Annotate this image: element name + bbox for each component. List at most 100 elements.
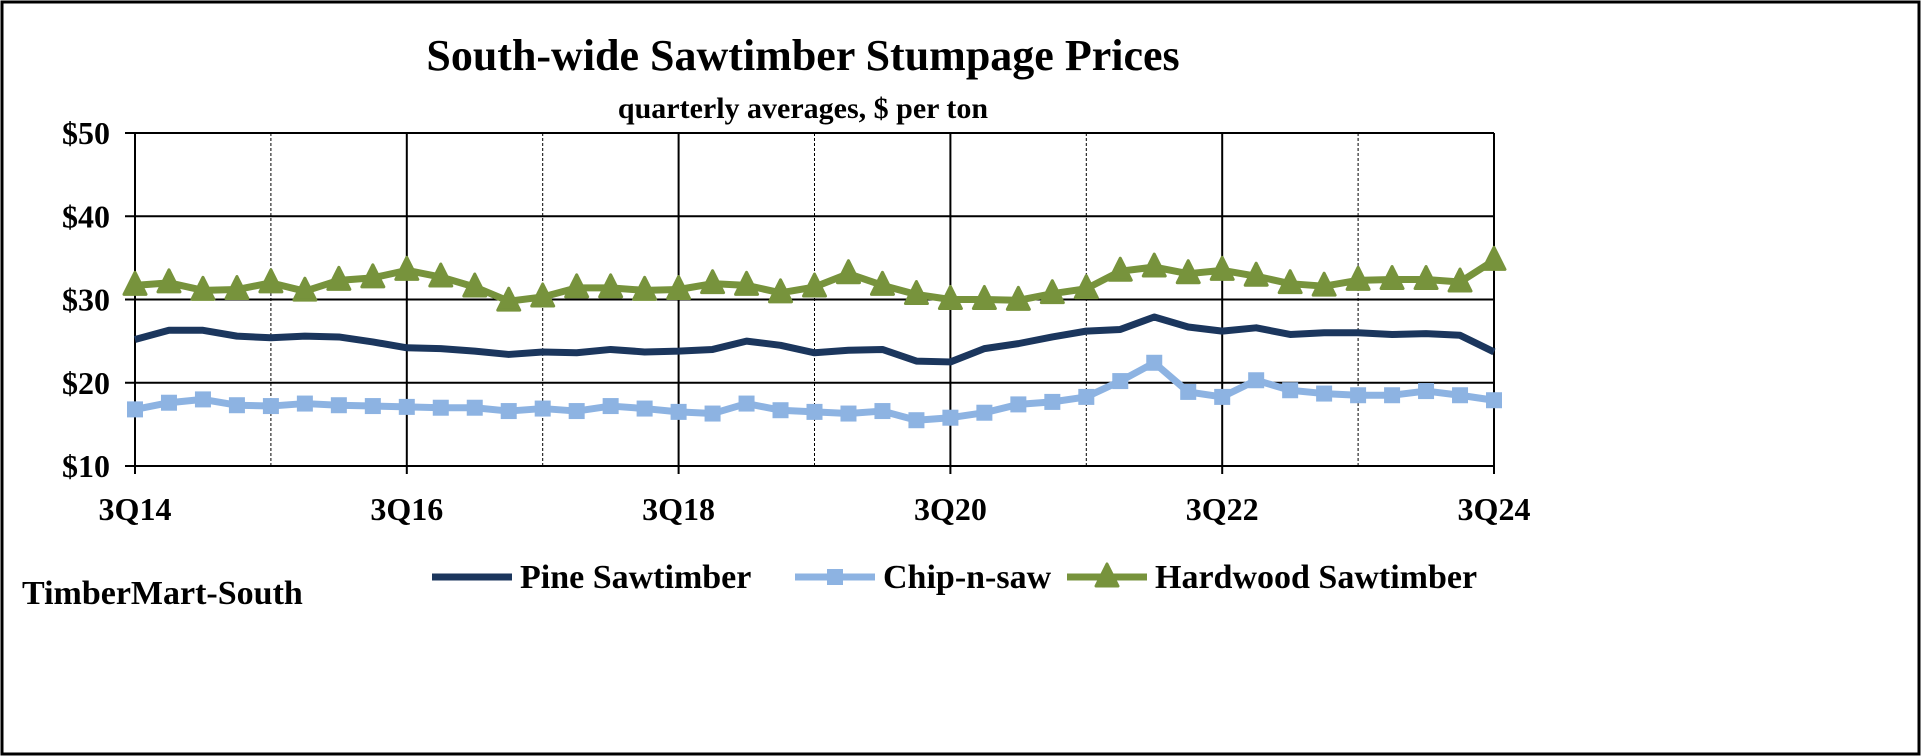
legend: Pine Sawtimber Chip-n-saw Hardwood Sawtimb… [432, 559, 1477, 596]
legend-item: Chip-n-saw [795, 559, 1052, 596]
triangle-marker [292, 276, 318, 302]
square-marker [1180, 383, 1197, 400]
triangle-marker [1277, 269, 1303, 295]
square-marker [942, 409, 959, 426]
series-chip-n-saw [127, 354, 1502, 429]
square-marker [670, 403, 687, 420]
square-marker [160, 394, 177, 411]
triangle-marker [360, 263, 386, 289]
square-marker [874, 403, 891, 420]
triangle-marker [394, 255, 420, 281]
triangle-marker [122, 270, 148, 296]
triangle-marker [768, 278, 794, 304]
square-marker [466, 399, 483, 416]
square-marker [1112, 373, 1129, 390]
square-marker [194, 391, 211, 408]
legend-item: Pine Sawtimber [432, 559, 751, 596]
triangle-marker [1209, 255, 1235, 281]
square-marker [330, 397, 347, 414]
triangle-marker [1107, 256, 1133, 282]
x-tick-label: 3Q16 [370, 491, 443, 527]
square-marker [568, 403, 585, 420]
square-marker [364, 398, 381, 415]
triangle-marker [802, 272, 827, 298]
triangle-marker [496, 286, 522, 312]
square-marker [602, 398, 619, 415]
series-line [134, 313, 1496, 366]
square-marker [296, 395, 313, 412]
triangle-marker [1073, 274, 1099, 300]
triangle-marker [564, 273, 590, 299]
triangle-marker [1243, 261, 1269, 287]
x-tick-label: 3Q22 [1186, 491, 1259, 527]
triangle-marker [1175, 259, 1201, 285]
chart-title: South-wide Sawtimber Stumpage Prices [426, 31, 1179, 80]
square-marker [840, 405, 857, 422]
triangle-marker [632, 275, 658, 301]
square-marker [1078, 388, 1095, 405]
x-tick-label: 3Q24 [1458, 491, 1531, 527]
square-marker [1010, 396, 1027, 413]
legend-item: Hardwood Sawtimber [1067, 559, 1477, 596]
y-axis: $10 $20 $30 $40 $50 [62, 115, 110, 484]
square-marker [1452, 387, 1469, 404]
square-marker [1282, 382, 1299, 399]
series-pine-sawtimber [134, 313, 1496, 366]
square-marker [398, 398, 415, 415]
triangle-marker [1413, 265, 1439, 291]
legend-label: Pine Sawtimber [520, 559, 751, 596]
triangle-marker [1481, 245, 1507, 271]
triangle-marker [258, 268, 284, 294]
y-tick-label: $10 [62, 448, 110, 484]
y-tick-label: $50 [62, 115, 110, 151]
triangle-marker [700, 269, 726, 295]
triangle-marker [666, 275, 692, 301]
legend-label: Hardwood Sawtimber [1155, 559, 1477, 596]
triangle-marker [598, 273, 624, 299]
square-marker [228, 397, 245, 414]
legend-label: Chip-n-saw [883, 559, 1052, 596]
source-label: TimberMart-South [22, 575, 303, 612]
square-marker [738, 395, 755, 412]
triangle-marker [326, 265, 352, 291]
x-tick-label: 3Q20 [914, 491, 987, 527]
square-marker [976, 404, 993, 421]
square-marker [806, 403, 823, 420]
square-marker [534, 400, 551, 417]
y-tick-label: $30 [62, 282, 110, 318]
square-marker [1486, 392, 1502, 409]
square-marker [772, 402, 789, 419]
square-marker [1350, 387, 1367, 404]
triangle-marker [224, 275, 250, 301]
square-marker [127, 401, 143, 418]
triangle-marker [903, 280, 929, 306]
triangle-marker [1311, 271, 1337, 297]
square-marker [1044, 393, 1061, 410]
triangle-marker [1379, 265, 1405, 291]
triangle-marker [1039, 279, 1065, 305]
square-marker [827, 569, 843, 585]
y-tick-label: $20 [62, 365, 110, 401]
y-tick-label: $40 [62, 198, 110, 234]
series-hardwood-sawtimber [122, 245, 1507, 312]
chart-subtitle: quarterly averages, $ per ton [618, 92, 989, 125]
square-marker [1248, 372, 1265, 389]
triangle-marker [937, 285, 963, 310]
triangle-marker [971, 285, 997, 310]
square-marker [1384, 387, 1401, 404]
triangle-marker [428, 262, 454, 288]
x-tick-label: 3Q18 [642, 491, 715, 527]
triangle-marker [835, 259, 861, 285]
square-marker [1418, 383, 1435, 400]
triangle-marker [156, 268, 182, 294]
square-marker [1146, 354, 1163, 371]
square-marker [262, 398, 279, 415]
square-marker [704, 405, 721, 422]
square-marker [908, 412, 925, 429]
triangle-marker [1447, 267, 1473, 293]
square-marker [500, 403, 517, 420]
triangle-marker [734, 270, 760, 296]
triangle-marker [1005, 285, 1031, 311]
